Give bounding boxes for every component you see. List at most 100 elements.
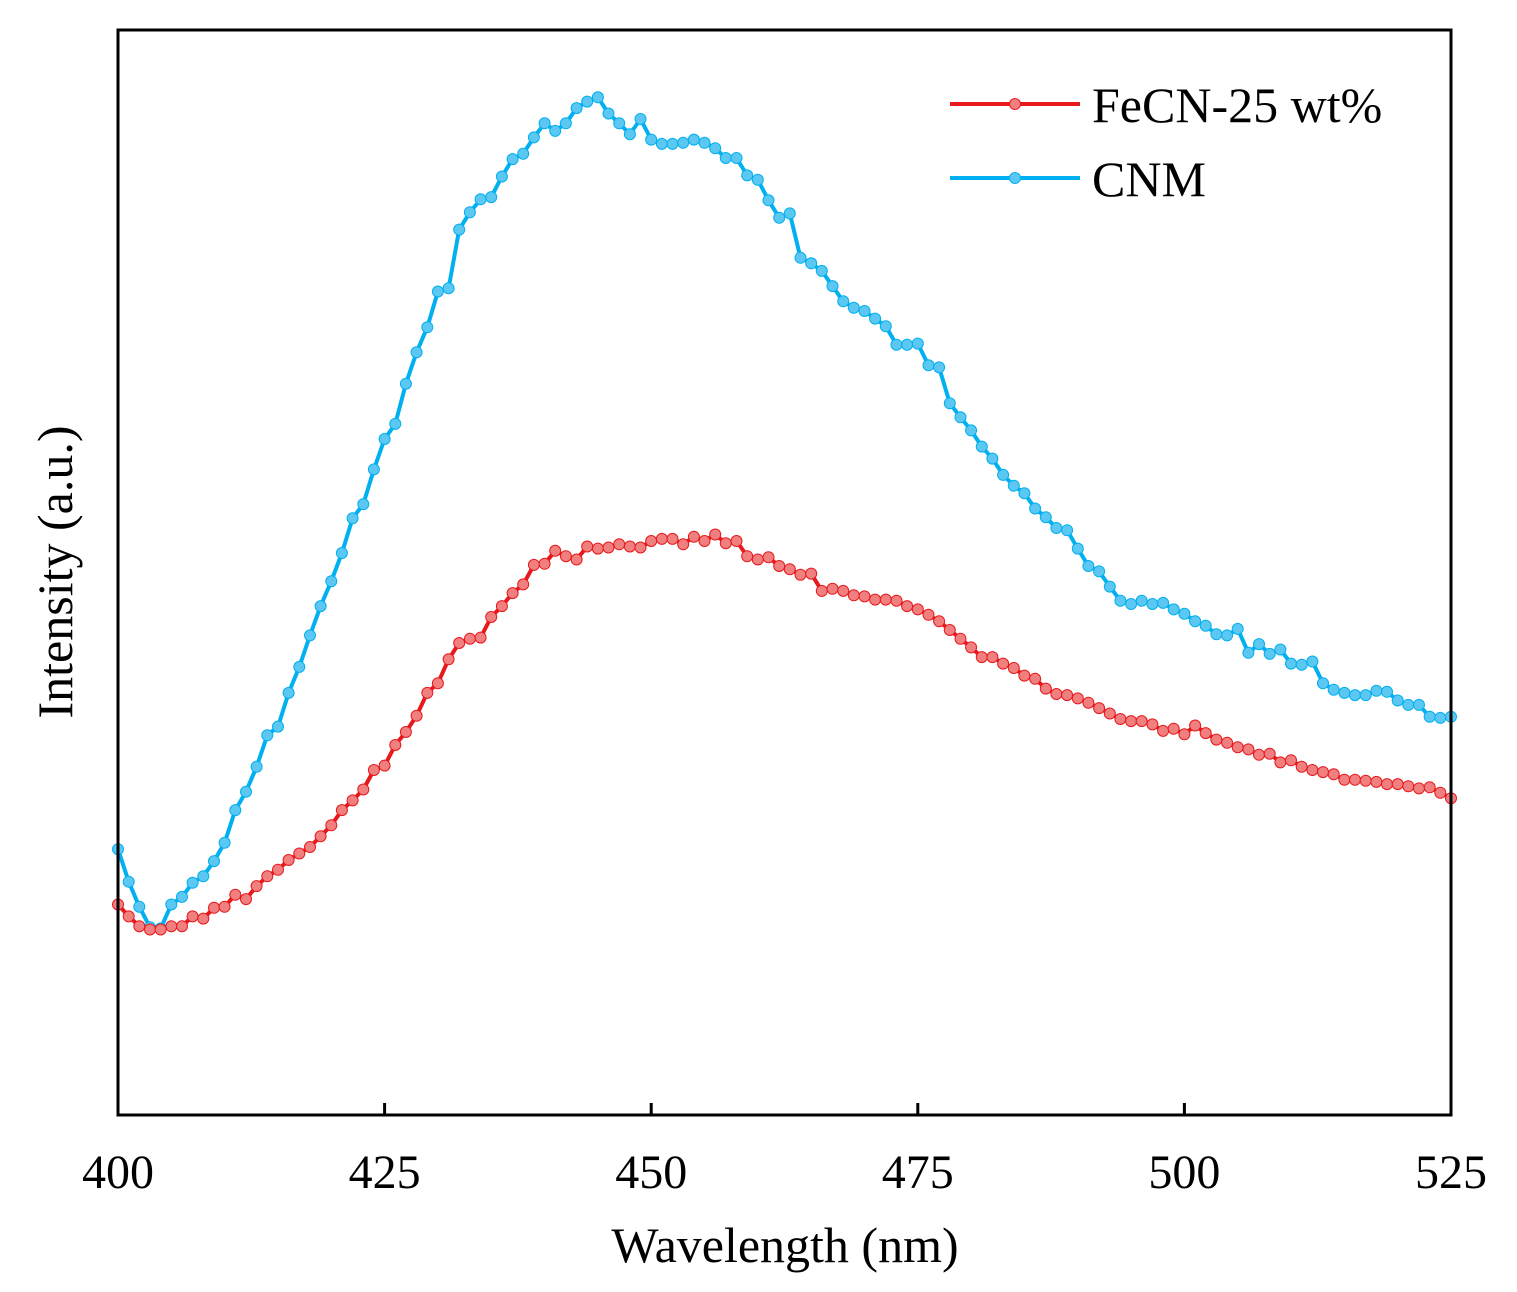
data-point-fecn: [304, 841, 316, 853]
data-point-fecn: [911, 603, 924, 616]
data-point-cnm: [378, 433, 391, 445]
data-point-fecn: [1317, 766, 1329, 779]
data-point-fecn: [1189, 719, 1202, 732]
data-point-cnm: [1146, 598, 1159, 610]
data-point-cnm: [1423, 710, 1436, 723]
data-point-cnm: [1082, 560, 1095, 572]
data-point-fecn: [1178, 728, 1191, 741]
data-point-fecn: [208, 901, 220, 914]
data-point-fecn: [1007, 662, 1020, 674]
data-point-cnm: [997, 468, 1010, 481]
data-point-fecn: [890, 594, 903, 607]
data-point-fecn: [879, 593, 892, 606]
data-point-fecn: [506, 587, 519, 600]
data-point-cnm: [1317, 677, 1329, 690]
data-point-cnm: [1050, 522, 1063, 534]
data-point-fecn: [346, 794, 359, 807]
data-point-fecn: [538, 557, 551, 570]
data-point-cnm: [165, 898, 178, 911]
data-point-cnm: [122, 875, 135, 888]
data-point-fecn: [901, 600, 914, 613]
data-point-cnm: [879, 320, 892, 333]
data-point-cnm: [176, 890, 188, 903]
data-point-cnm: [591, 91, 604, 104]
data-point-cnm: [250, 760, 263, 773]
data-point-cnm: [1189, 615, 1202, 628]
data-point-cnm: [1434, 711, 1447, 724]
data-point-cnm: [1402, 698, 1415, 711]
data-point-fecn: [314, 830, 327, 843]
data-point-fecn: [442, 653, 455, 666]
data-point-cnm: [581, 95, 594, 108]
data-point-fecn: [837, 584, 850, 597]
data-point-cnm: [858, 305, 871, 317]
data-point-cnm: [282, 686, 295, 699]
data-point-cnm: [815, 264, 828, 277]
data-point-fecn: [1071, 692, 1084, 705]
data-point-fecn: [1050, 688, 1063, 700]
data-point-fecn: [453, 637, 466, 649]
data-point-cnm: [1114, 594, 1127, 607]
data-point-fecn: [858, 590, 871, 603]
data-point-cnm: [186, 876, 199, 889]
data-point-cnm: [261, 729, 274, 742]
data-point-cnm: [1295, 658, 1308, 671]
data-point-fecn: [421, 686, 434, 699]
data-point-cnm: [1338, 686, 1351, 699]
data-point-cnm: [911, 337, 924, 350]
data-point-fecn: [1167, 722, 1180, 735]
data-point-fecn: [847, 589, 860, 602]
data-point-fecn: [741, 550, 754, 563]
data-point-cnm: [1413, 698, 1425, 711]
x-axis-ticks: 400 425 450 475 500 525: [82, 1103, 1487, 1199]
data-point-fecn: [378, 759, 391, 772]
data-point-cnm: [1274, 643, 1287, 656]
data-point-cnm: [869, 312, 882, 325]
data-point-fecn: [762, 551, 775, 564]
data-point-fecn: [1274, 756, 1287, 769]
data-point-fecn: [1349, 773, 1361, 786]
data-point-fecn: [186, 910, 199, 923]
data-point-cnm: [1231, 622, 1244, 635]
legend-marker-fecn: [1009, 98, 1021, 110]
data-point-fecn: [1370, 775, 1383, 788]
data-point-cnm: [1327, 683, 1340, 696]
data-point-fecn: [1061, 689, 1074, 702]
data-point-cnm: [314, 600, 327, 613]
data-point-cnm: [367, 463, 380, 476]
data-point-fecn: [282, 854, 295, 866]
data-point-fecn: [687, 530, 700, 543]
data-point-fecn: [805, 567, 818, 580]
data-point-fecn: [1146, 718, 1159, 731]
data-point-fecn: [826, 582, 839, 595]
data-point-fecn: [335, 804, 348, 817]
data-point-cnm: [527, 131, 540, 144]
data-point-cnm: [304, 629, 316, 642]
data-point-fecn: [1157, 724, 1170, 737]
data-point-cnm: [325, 575, 338, 588]
data-point-cnm: [943, 397, 956, 410]
data-point-fecn: [783, 563, 796, 576]
data-point-cnm: [623, 128, 636, 141]
x-tick-label: 400: [82, 1146, 154, 1199]
data-point-cnm: [783, 207, 796, 220]
data-point-fecn: [1210, 733, 1223, 746]
data-point-fecn: [218, 900, 231, 913]
data-point-fecn: [367, 764, 380, 776]
data-point-cnm: [389, 417, 402, 430]
data-point-fecn: [122, 910, 135, 923]
data-point-fecn: [250, 880, 263, 893]
data-point-cnm: [208, 855, 220, 868]
data-point-fecn: [730, 535, 743, 547]
data-point-cnm: [549, 124, 562, 137]
data-point-fecn: [431, 677, 444, 690]
data-point-cnm: [346, 512, 359, 525]
data-point-cnm: [1178, 607, 1191, 620]
data-point-fecn: [517, 578, 530, 591]
data-point-fecn: [1434, 786, 1447, 799]
data-point-cnm: [719, 152, 732, 164]
data-point-cnm: [240, 785, 252, 798]
data-point-fecn: [527, 558, 540, 571]
data-point-cnm: [1381, 685, 1393, 698]
